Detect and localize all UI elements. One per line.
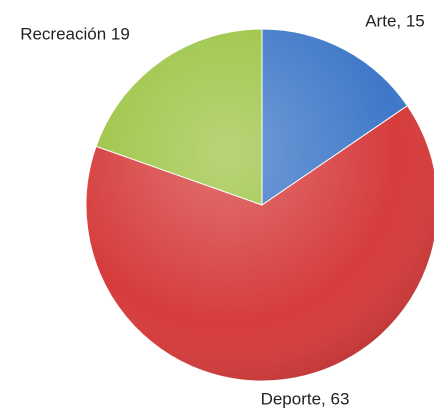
data-label: Arte, 15 [365, 11, 425, 30]
data-label: Recreación 19 [20, 24, 130, 43]
data-label: Deporte, 63 [261, 389, 350, 408]
